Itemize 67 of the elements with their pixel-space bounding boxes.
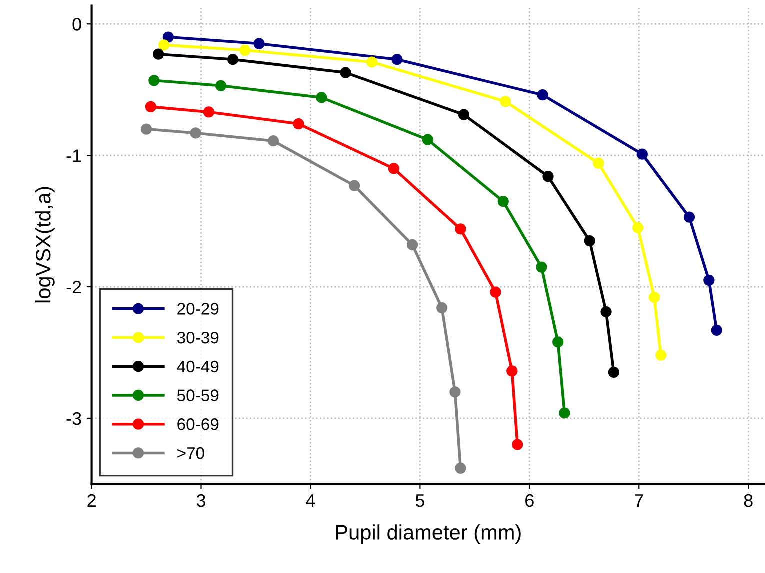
point — [498, 196, 509, 208]
point — [537, 90, 548, 101]
point — [392, 54, 403, 66]
point — [684, 212, 696, 223]
point — [500, 96, 512, 108]
point — [711, 324, 722, 336]
point — [153, 48, 164, 60]
point — [148, 75, 160, 86]
point — [655, 350, 667, 361]
point — [348, 180, 360, 192]
point — [506, 366, 518, 377]
y-tick-label: 0 — [72, 18, 82, 31]
point — [584, 235, 596, 247]
point — [162, 32, 174, 43]
y-tick-label: -1 — [66, 150, 82, 162]
point — [215, 80, 227, 92]
point — [239, 44, 251, 56]
point — [512, 439, 524, 450]
point — [455, 224, 466, 235]
legend-label: 30-39 — [177, 332, 219, 344]
x-tick-label: 6 — [526, 494, 534, 508]
point — [490, 286, 502, 298]
point — [340, 67, 352, 78]
point — [422, 134, 434, 146]
x-tick-label: 8 — [744, 494, 753, 508]
point — [704, 274, 715, 286]
x-tick-label: 3 — [196, 494, 206, 508]
point — [636, 148, 648, 160]
point — [316, 92, 328, 104]
point — [458, 109, 470, 120]
point — [648, 292, 660, 304]
legend-label: 20-29 — [178, 303, 219, 315]
x-axis-title: Pupil diameter (mm) — [336, 524, 521, 544]
x-tick-label: 7 — [635, 494, 644, 507]
point — [552, 336, 564, 348]
point — [632, 222, 644, 234]
point — [600, 306, 612, 318]
y-tick-label: -3 — [66, 412, 82, 426]
x-tick-label: 2 — [88, 494, 96, 507]
point — [366, 56, 378, 68]
point — [436, 302, 448, 314]
point — [455, 462, 466, 474]
legend-label: >70 — [178, 447, 204, 460]
point — [608, 366, 620, 378]
point — [593, 158, 604, 170]
point — [293, 118, 304, 130]
x-tick-label: 5 — [416, 494, 424, 508]
x-tick-label: 4 — [306, 494, 316, 507]
point — [450, 386, 461, 398]
y-axis-title: logVSX(td,a) — [35, 187, 55, 303]
point — [190, 128, 202, 139]
point — [254, 38, 265, 50]
legend-label: 60-69 — [178, 418, 219, 430]
legend-label: 50-59 — [177, 390, 219, 402]
point — [406, 239, 418, 251]
point — [140, 124, 152, 135]
legend-label: 40-49 — [177, 360, 219, 373]
y-tick-label: -2 — [66, 280, 82, 294]
point — [227, 54, 239, 66]
point — [268, 136, 280, 147]
point — [145, 101, 156, 112]
point — [536, 262, 548, 273]
point — [559, 408, 570, 419]
point — [542, 171, 554, 182]
point — [388, 163, 400, 174]
point — [203, 106, 214, 118]
point — [158, 40, 170, 51]
